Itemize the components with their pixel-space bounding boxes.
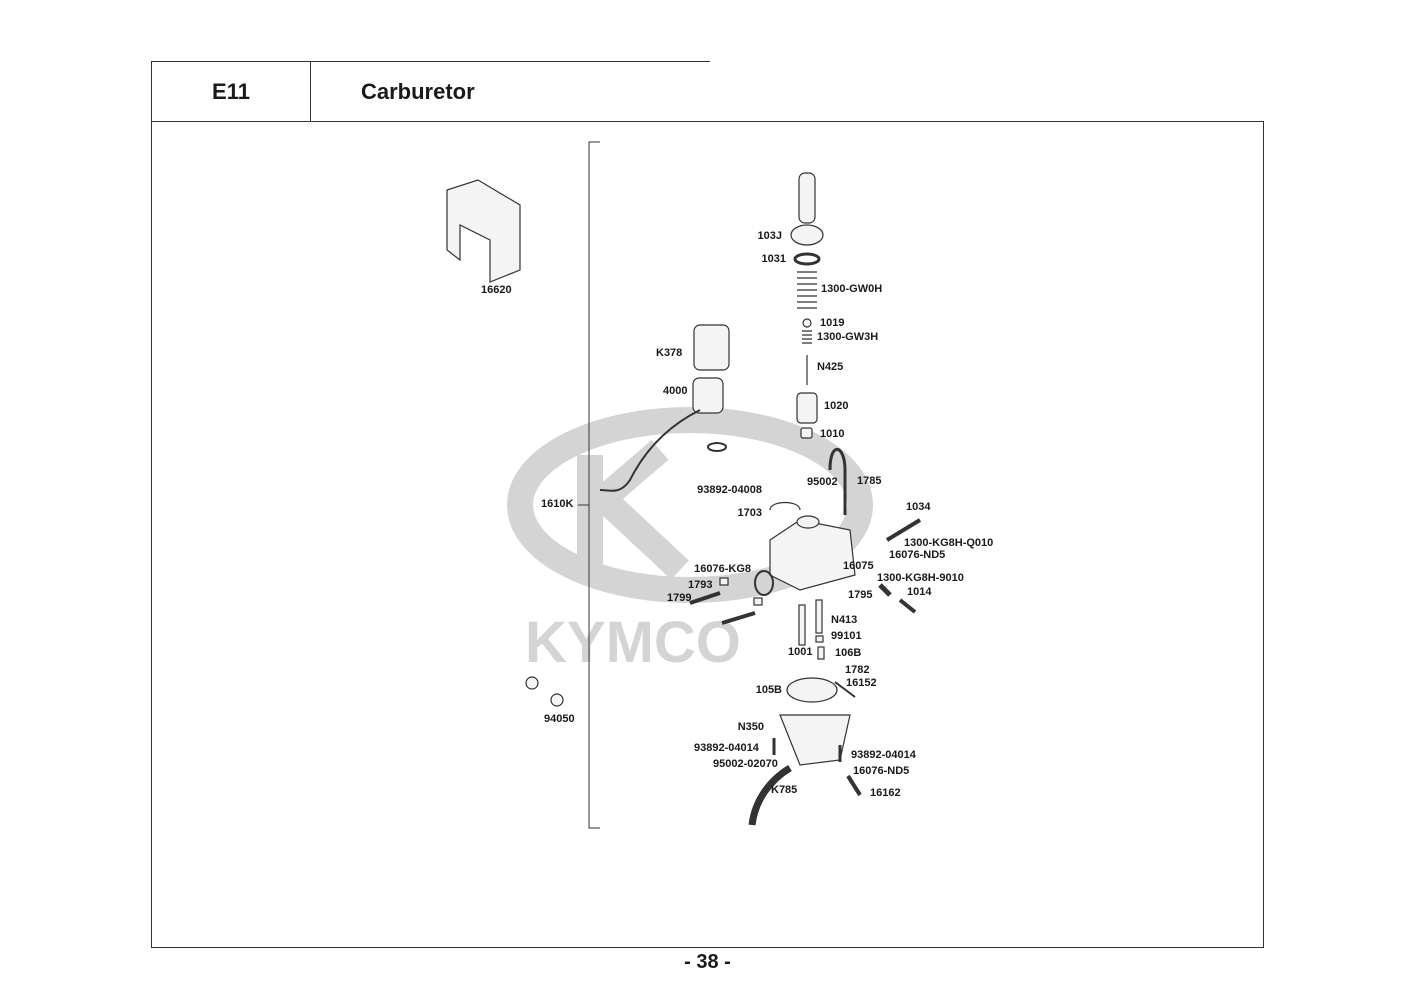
part-label-1031: 1031 [761,253,786,265]
part-label-1300-KG8H-Q010: 1300-KG8H-Q010 [904,537,994,549]
part-label-16076-KG8: 16076-KG8 [694,563,751,575]
part-label-1300-GW0H: 1300-GW0H [821,283,883,295]
float-icon [786,677,838,703]
part-label-1010: 1010 [820,428,845,440]
tube-part-icon [798,172,816,224]
part-label-4000: 4000 [663,385,688,397]
part-label-16075: 16075 [843,560,874,572]
part-label-93892-04014: 93892-04014 [694,742,759,754]
diagram-frame [151,121,1264,948]
part-label-1300-GW3H: 1300-GW3H [817,331,879,343]
page-number: - 38 - [684,951,731,973]
part-label-106B: 106B [835,647,862,659]
cap-part-icon [790,224,824,246]
cap-cover-icon [693,324,730,371]
part-label-16076-ND5: 16076-ND5 [889,549,946,561]
group-bracket [588,141,600,829]
part-label-16152: 16152 [846,677,877,689]
part-label-K785: K785 [771,784,798,796]
part-label-1795: 1795 [848,589,873,601]
part-label-95002-02070: 95002-02070 [713,758,778,770]
part-label-99101: 99101 [831,630,862,642]
part-label-1703: 1703 [737,507,762,519]
part-label-1300-KG8H-9010: 1300-KG8H-9010 [877,572,964,584]
part-label-N425: N425 [817,361,844,373]
part-label-16620: 16620 [481,284,512,296]
kymco-watermark-logo: KYMCO [507,407,873,675]
part-label-1610K: 1610K [541,498,574,510]
part-label-1799: 1799 [667,592,692,604]
page-title: Carburetor [310,61,710,122]
part-label-N350: N350 [737,721,764,733]
slide-part-icon [796,392,818,424]
part-label-1785: 1785 [857,475,882,487]
spring-icon [797,271,817,309]
part-label-1001: 1001 [788,646,813,658]
part-label-1782: 1782 [845,664,870,676]
part-label-1014: 1014 [907,586,932,598]
part-label-16076-ND5-b: 16076-ND5 [853,765,910,777]
part-label-93892-04014-b: 93892-04014 [851,749,916,761]
part-label-103J: 103J [757,230,782,242]
part-label-93892-04008: 93892-04008 [697,484,762,496]
part-label-N413: N413 [831,614,858,626]
part-label-1793: 1793 [688,579,713,591]
part-label-1020: 1020 [824,400,849,412]
carburetor-body-icon [769,519,856,591]
watermark-text: KYMCO [525,610,741,675]
part-label-1019: 1019 [820,317,845,329]
part-label-1034: 1034 [906,501,931,513]
part-label-16162: 16162 [870,787,901,799]
choke-icon [692,377,724,414]
cover-part-icon [446,179,521,283]
part-label-105B: 105B [755,684,782,696]
part-label-95002: 95002 [807,476,838,488]
part-label-94050: 94050 [544,713,575,725]
part-label-K378: K378 [656,347,683,359]
